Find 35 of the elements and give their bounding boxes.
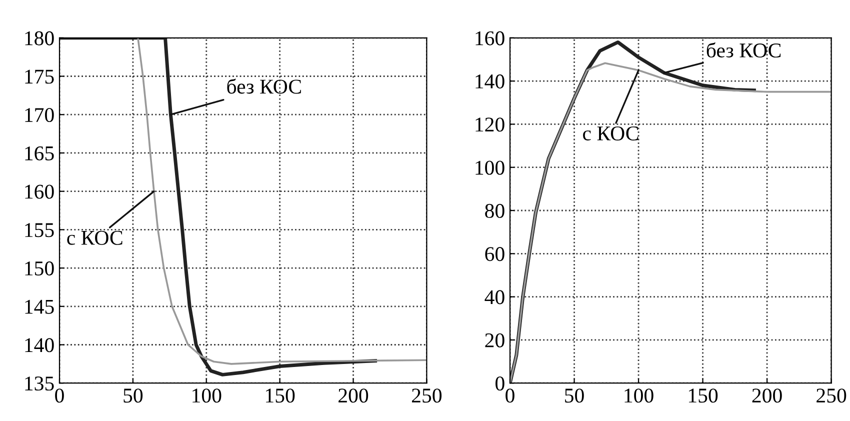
x-tick-label: 0 — [55, 388, 64, 403]
text: без КОС — [227, 78, 301, 94]
x-tick-label: 0 — [506, 388, 514, 403]
y-tick-label: 150 — [25, 261, 54, 276]
x-tick-label: 200 — [338, 388, 368, 403]
y-tick-label: 145 — [25, 300, 54, 314]
y-tick-label: 120 — [476, 118, 504, 132]
series-label: с КОС — [67, 230, 122, 245]
series-label: с КОС — [583, 126, 638, 140]
x-tick-label: 150 — [688, 388, 718, 403]
x-tick-label: 50 — [565, 388, 584, 403]
y-tick-label: 0 — [496, 376, 504, 391]
y-tick-label: 165 — [25, 146, 54, 160]
x-tick-label: 50 — [124, 388, 143, 403]
y-tick-label: 170 — [25, 108, 54, 122]
y-tick-label: 155 — [25, 223, 54, 238]
y-tick-label: 140 — [476, 74, 504, 88]
y-tick-label: 160 — [25, 184, 54, 199]
y-tick-label: 180 — [25, 31, 54, 46]
y-tick-label: 60 — [485, 247, 504, 262]
y-tick-label: 175 — [25, 70, 54, 84]
y-tick-label: 100 — [476, 160, 504, 175]
y-tick-label: 20 — [485, 333, 504, 348]
y-tick-label: 80 — [485, 204, 504, 218]
x-tick-label: 100 — [192, 388, 222, 403]
x-tick-label: 250 — [816, 388, 846, 403]
series-label: без КОС — [706, 42, 781, 58]
y-tick-label: 160 — [476, 31, 504, 46]
x-tick-label: 150 — [266, 388, 295, 403]
y-tick-label: 140 — [25, 338, 54, 352]
x-tick-label: 200 — [752, 388, 782, 403]
x-tick-label: 100 — [624, 388, 654, 403]
x-tick-label: 250 — [412, 388, 442, 403]
y-tick-label: 40 — [484, 290, 504, 304]
y-tick-label: 135 — [25, 376, 54, 391]
